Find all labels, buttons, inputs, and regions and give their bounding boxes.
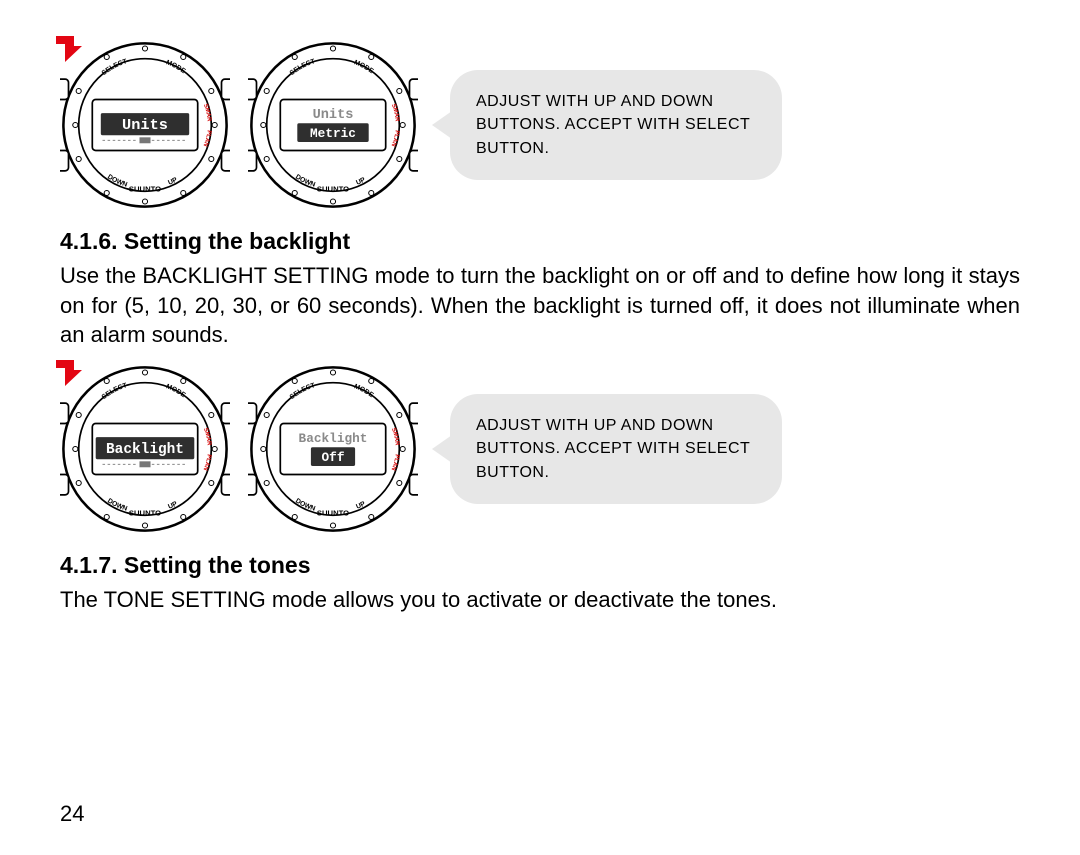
- figure-backlight: SELECT MODE DOWN UP SMART PLAN SUUNTO Ba…: [60, 364, 1020, 534]
- page-number: 24: [60, 801, 84, 827]
- lcd-line2: Off: [322, 450, 345, 465]
- watch-backlight-2: SELECT MODE DOWN UP SMART PLAN SUUNTO Ba…: [248, 364, 418, 534]
- speech-bubble-backlight: ADJUST WITH UP AND DOWN BUTTONS. ACCEPT …: [450, 394, 782, 504]
- body-tones: The TONE SETTING mode allows you to acti…: [60, 585, 1020, 615]
- watch-backlight-1: SELECT MODE DOWN UP SMART PLAN SUUNTO Ba…: [60, 364, 230, 534]
- lcd-line1: Backlight: [299, 431, 368, 446]
- heading-backlight: 4.1.6. Setting the backlight: [60, 228, 1020, 255]
- watch-units-2: SELECT MODE DOWN UP SMART PLAN SUUNTO Un…: [248, 40, 418, 210]
- figure-units: SELECT MODE DOWN UP SMART PLAN SUUNTO: [60, 40, 1020, 210]
- svg-text:SUUNTO: SUUNTO: [317, 184, 349, 193]
- svg-text:SUUNTO: SUUNTO: [317, 508, 349, 517]
- lcd-line1: Units: [313, 108, 354, 123]
- heading-tones: 4.1.7. Setting the tones: [60, 552, 1020, 579]
- watch-brand: SUUNTO: [129, 184, 161, 193]
- watch-units-1: SELECT MODE DOWN UP SMART PLAN SUUNTO: [60, 40, 230, 210]
- lcd-line2: Metric: [310, 126, 356, 141]
- body-backlight: Use the BACKLIGHT SETTING mode to turn t…: [60, 261, 1020, 350]
- lcd-line1: Units: [122, 116, 168, 134]
- speech-bubble-units: ADJUST WITH UP AND DOWN BUTTONS. ACCEPT …: [450, 70, 782, 180]
- svg-text:SUUNTO: SUUNTO: [129, 508, 161, 517]
- manual-page: SELECT MODE DOWN UP SMART PLAN SUUNTO: [0, 0, 1080, 855]
- lcd-line1: Backlight: [106, 442, 184, 458]
